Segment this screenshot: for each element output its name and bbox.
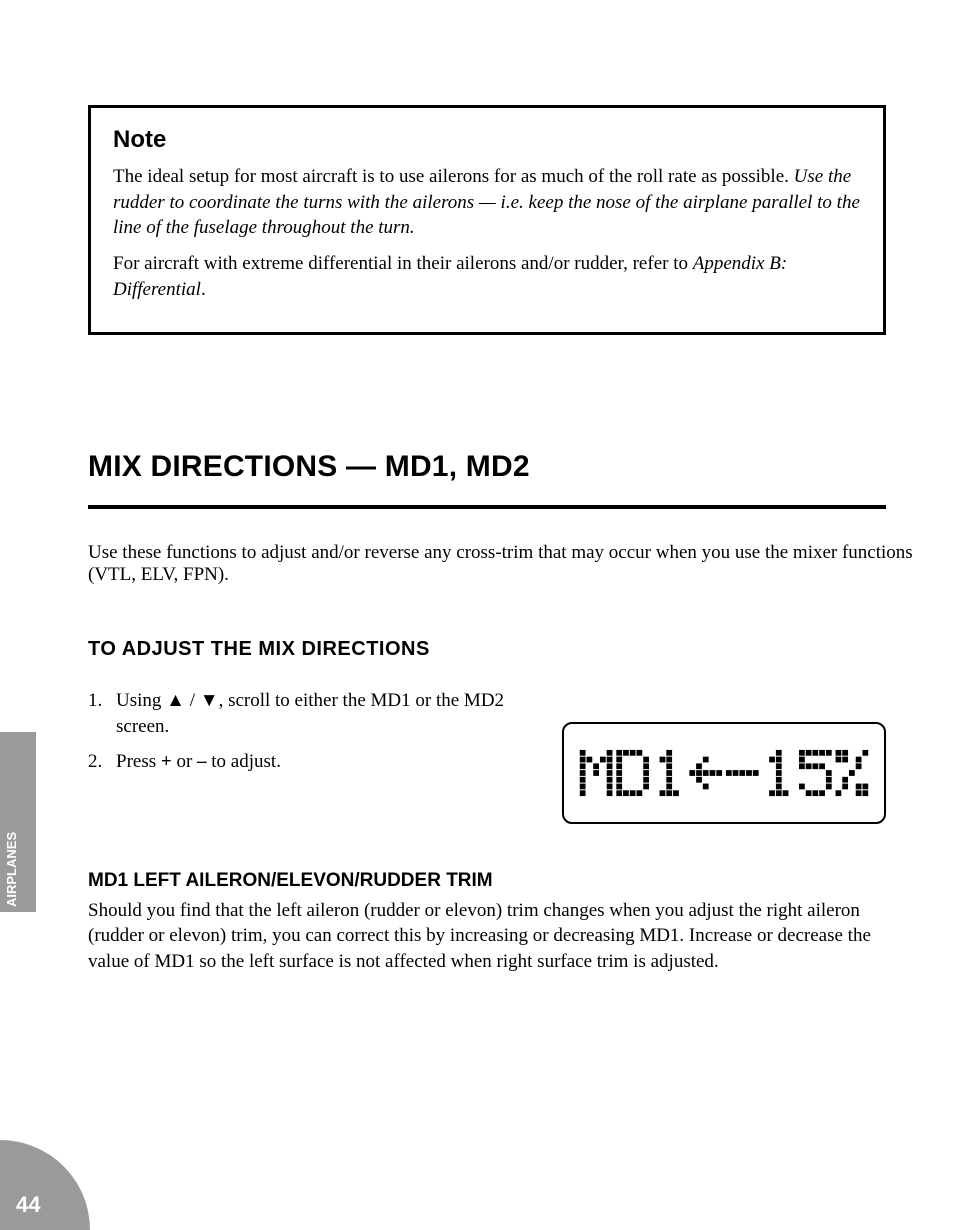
step-2-num: 2. xyxy=(88,749,110,775)
up-arrow-icon: ▲ xyxy=(166,690,185,711)
step-2: 2. Press + or – to adjust. xyxy=(88,749,528,775)
note-box: Note The ideal setup for most aircraft i… xyxy=(88,105,886,335)
note-title: Note xyxy=(113,126,861,154)
note-p2-suffix: . xyxy=(201,279,206,300)
subheading: TO ADJUST THE MIX DIRECTIONS xyxy=(88,638,430,661)
lcd-svg xyxy=(574,734,874,812)
plus-icon: + xyxy=(161,751,172,772)
step-1-mid: / xyxy=(185,690,200,711)
note-p2-prefix: For aircraft with extreme differential i… xyxy=(113,253,693,274)
step-1-num: 1. xyxy=(88,688,110,739)
side-tab: AIRPLANES xyxy=(0,732,36,912)
follow-paragraph: Should you find that the left aileron (r… xyxy=(88,898,886,975)
step-2-suffix: to adjust. xyxy=(207,751,281,772)
note-paragraph-1: The ideal setup for most aircraft is to … xyxy=(113,164,861,241)
section-intro: Use these functions to adjust and/or rev… xyxy=(88,542,954,586)
step-2-body: Press + or – to adjust. xyxy=(110,749,281,775)
steps-list: 1. Using ▲ / ▼, scroll to either the MD1… xyxy=(88,688,528,785)
page-number: 44 xyxy=(16,1192,40,1218)
down-arrow-icon: ▼ xyxy=(200,690,219,711)
step-2-prefix: Press xyxy=(116,751,161,772)
step-2-mid: or xyxy=(172,751,197,772)
step-1: 1. Using ▲ / ▼, scroll to either the MD1… xyxy=(88,688,528,739)
section-rule xyxy=(88,505,886,509)
lcd-display xyxy=(562,722,886,824)
note-paragraph-2: For aircraft with extreme differential i… xyxy=(113,251,861,302)
follow-heading: MD1 LEFT AILERON/ELEVON/RUDDER TRIM xyxy=(88,868,886,894)
note-p1-prefix: The ideal setup for most aircraft is to … xyxy=(113,166,794,187)
section-intro-text: Use these functions to adjust and/or rev… xyxy=(88,542,913,585)
minus-icon: – xyxy=(197,751,207,772)
section-heading: MIX DIRECTIONS — MD1, MD2 xyxy=(88,450,530,484)
step-1-body: Using ▲ / ▼, scroll to either the MD1 or… xyxy=(110,688,528,739)
page-number-corner: 44 xyxy=(0,1140,90,1230)
step-1-prefix: Using xyxy=(116,690,166,711)
side-tab-label: AIRPLANES xyxy=(4,832,19,907)
follow-section: MD1 LEFT AILERON/ELEVON/RUDDER TRIM Shou… xyxy=(88,868,886,975)
